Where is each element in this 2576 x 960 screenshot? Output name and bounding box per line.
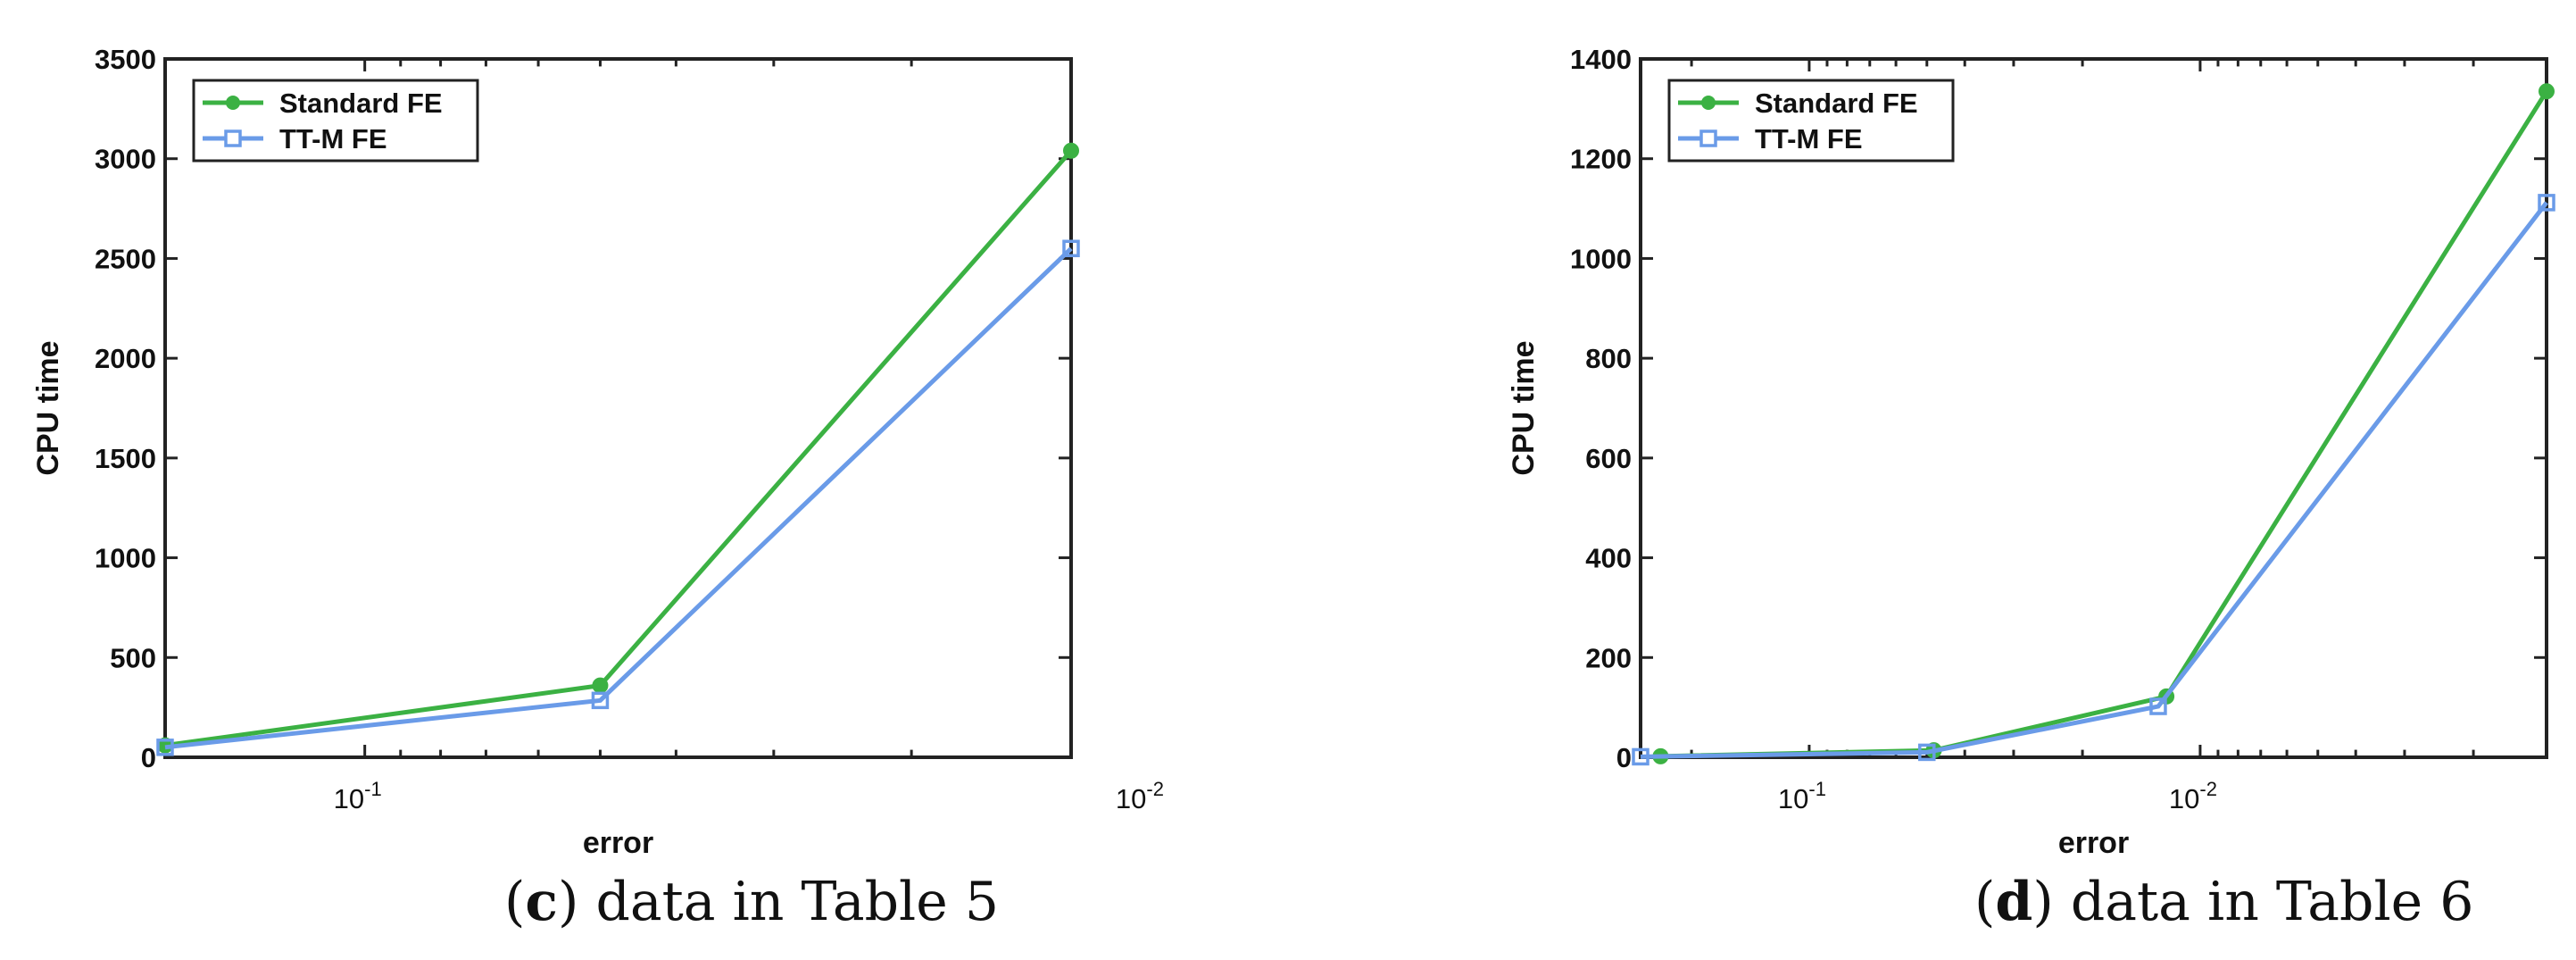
y-tick-label: 3000 — [95, 144, 156, 175]
data-point-tt-m-fe — [2149, 697, 2167, 715]
y-tick-label: 1000 — [1570, 243, 1632, 274]
legend-marker — [224, 129, 242, 147]
legend-box — [1667, 79, 1955, 163]
y-tick-label: 500 — [110, 642, 156, 673]
x-tick-label: 10-1 — [1778, 778, 1826, 814]
y-tick-label: 2500 — [95, 243, 156, 274]
data-point-standard-fe — [1063, 142, 1079, 159]
caption-c: (c) data in Table 5 — [504, 871, 999, 933]
caption-c-text: data in Table 5 — [578, 871, 999, 933]
data-point-tt-m-fe — [1918, 743, 1936, 762]
caption-c-label: c — [525, 871, 558, 933]
legend-marker — [1701, 96, 1716, 110]
series-line-tt-m-fe — [164, 246, 1073, 750]
y-axis-label: CPU time — [1507, 340, 1541, 475]
x-axis-label: error — [583, 826, 653, 860]
y-tick-label: 1400 — [1570, 44, 1632, 75]
y-axis-label: CPU time — [31, 340, 65, 475]
x-tick-label: 10-2 — [2169, 778, 2217, 814]
legend-label: TT-M FE — [1755, 123, 1863, 154]
y-tick-label: 1200 — [1570, 144, 1632, 175]
y-tick-label: 1500 — [95, 443, 156, 474]
data-point-tt-m-fe — [1062, 239, 1080, 258]
data-point-tt-m-fe — [591, 691, 610, 710]
data-point-tt-m-fe — [2538, 194, 2555, 212]
data-point-tt-m-fe — [1632, 747, 1649, 766]
legend-label: Standard FE — [279, 88, 443, 119]
plot-area — [1639, 57, 2548, 759]
y-tick-label: 200 — [1585, 642, 1632, 673]
legend-marker — [226, 96, 240, 110]
x-tick-label: 10-1 — [334, 778, 382, 814]
plot-area — [163, 57, 1073, 759]
y-tick-label: 400 — [1585, 543, 1632, 574]
x-tick-label: 10-2 — [1116, 778, 1164, 814]
caption-d-label: d — [1995, 871, 2033, 933]
y-tick-label: 1000 — [95, 543, 156, 574]
caption-d: (d) data in Table 6 — [1974, 871, 2474, 933]
x-axis-label: error — [2058, 826, 2129, 860]
legend-marker — [1699, 129, 1717, 147]
series-line-tt-m-fe — [1640, 201, 2548, 759]
y-tick-label: 0 — [141, 742, 156, 773]
data-point-standard-fe — [2539, 83, 2555, 100]
y-tick-label: 0 — [1616, 742, 1632, 773]
y-tick-label: 800 — [1585, 343, 1632, 374]
series-line-standard-fe — [1660, 89, 2549, 759]
legend-label: TT-M FE — [279, 123, 387, 154]
y-tick-label: 2000 — [95, 343, 156, 374]
legend-label: Standard FE — [1755, 88, 1918, 119]
caption-d-text: data in Table 6 — [2053, 871, 2474, 933]
data-point-tt-m-fe — [156, 739, 174, 756]
y-tick-label: 600 — [1585, 443, 1632, 474]
legend-box — [192, 79, 479, 163]
y-tick-label: 3500 — [95, 44, 156, 75]
